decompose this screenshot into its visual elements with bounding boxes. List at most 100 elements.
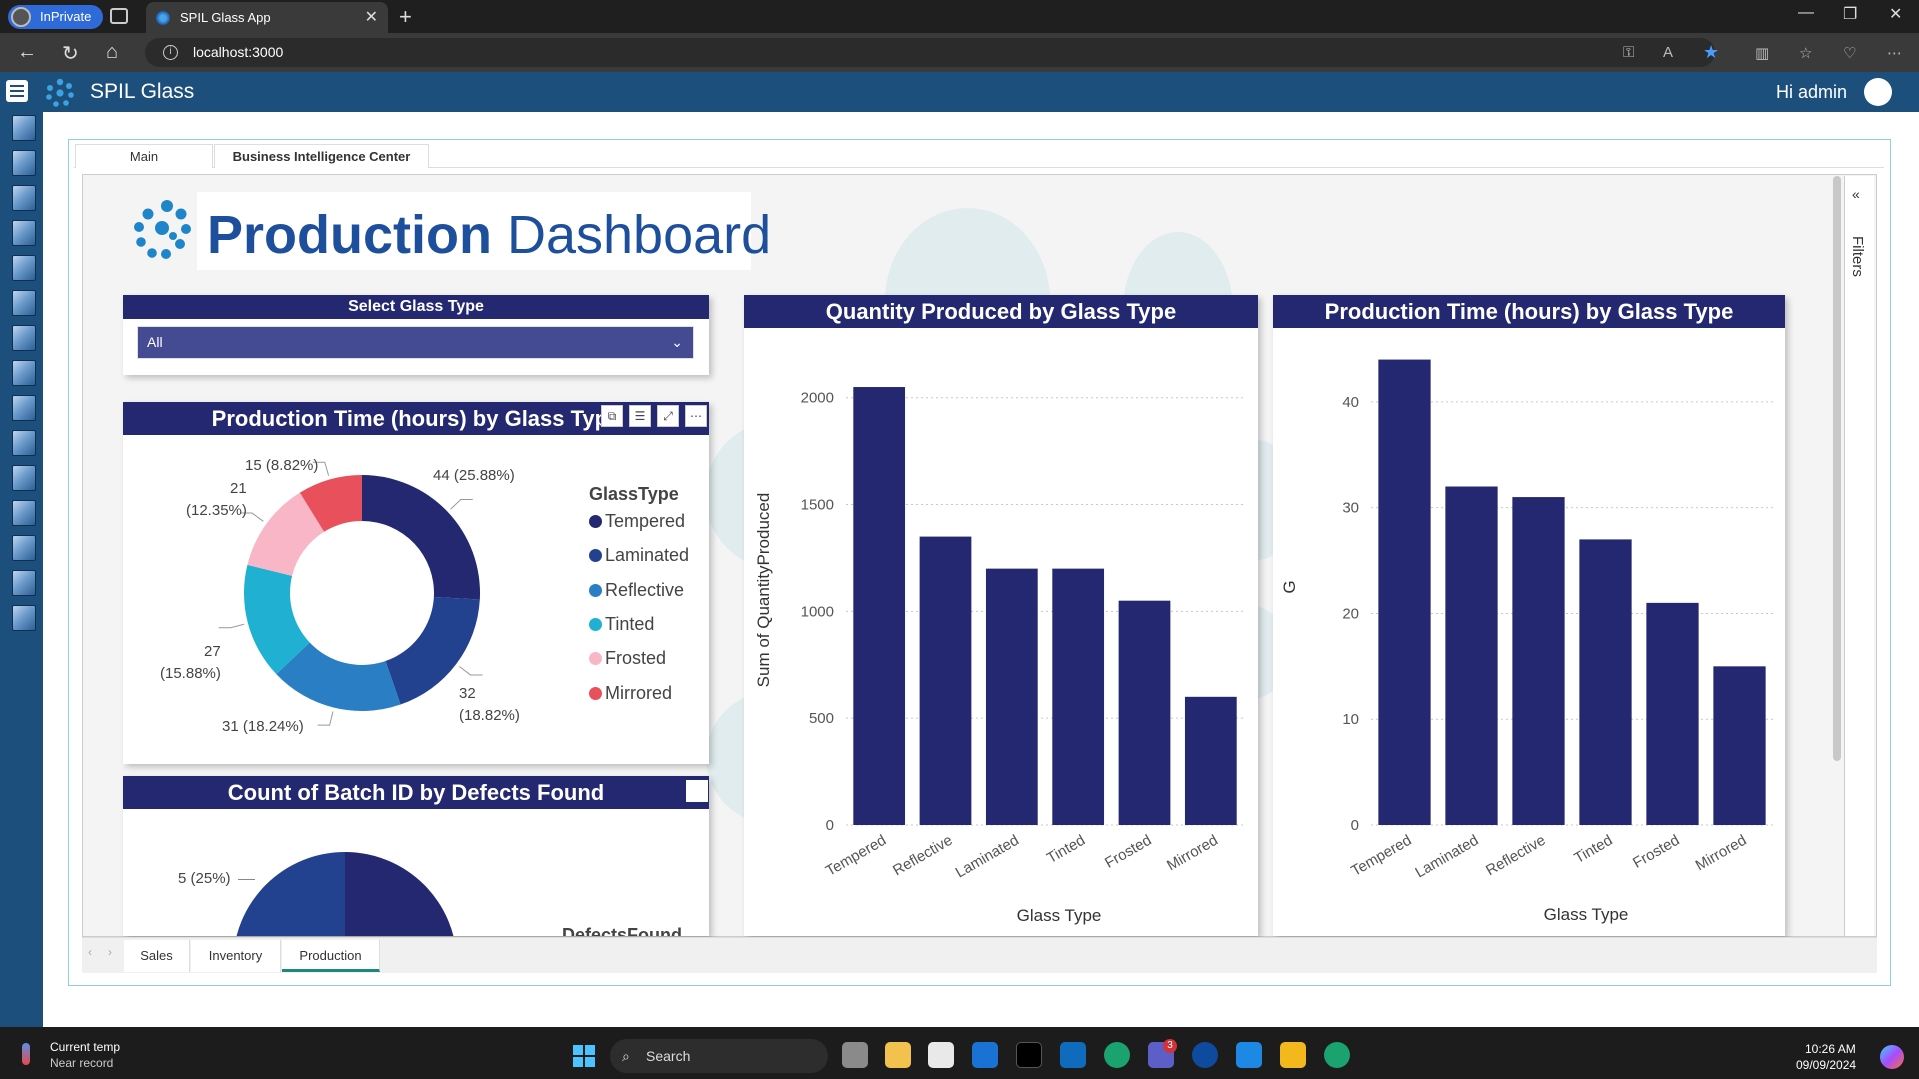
split-screen-icon[interactable]: ▥ xyxy=(1755,45,1770,62)
legend-item-laminated[interactable]: Laminated xyxy=(589,545,689,566)
nav-icon-9[interactable] xyxy=(12,395,36,421)
page-tab-sales[interactable]: Sales xyxy=(124,940,190,972)
nav-icon-1[interactable] xyxy=(12,115,36,141)
favorites-icon[interactable]: ☆ xyxy=(1799,45,1813,62)
site-info-icon[interactable]: i xyxy=(163,45,178,60)
task-view-icon[interactable] xyxy=(842,1042,868,1068)
password-icon[interactable]: ⚿ xyxy=(1623,44,1635,61)
vscode-icon[interactable] xyxy=(1236,1042,1262,1068)
taskbar-date[interactable]: 09/09/2024 xyxy=(1796,1058,1857,1072)
dashboard-title-bold: Production xyxy=(207,205,492,265)
weather-subtitle[interactable]: Near record xyxy=(50,1056,114,1070)
y-tick-label: 10 xyxy=(1342,711,1359,728)
nav-icon-5[interactable] xyxy=(12,255,36,281)
tab-main[interactable]: Main xyxy=(75,144,213,168)
outlook-icon[interactable] xyxy=(972,1042,998,1068)
close-tab-icon[interactable]: ✕ xyxy=(364,9,378,26)
teamviewer-icon[interactable] xyxy=(1192,1042,1218,1068)
report-scrollbar[interactable] xyxy=(1833,176,1841,761)
close-window-icon[interactable]: ✕ xyxy=(1889,6,1903,23)
address-input[interactable]: i localhost:3000 xyxy=(145,38,1715,67)
collapse-filters-icon[interactable]: « xyxy=(1852,186,1860,202)
focus-mode-icon[interactable]: ⤢ xyxy=(657,405,679,427)
taskbar-time[interactable]: 10:26 AM xyxy=(1805,1042,1856,1056)
page-tab-inventory[interactable]: Inventory xyxy=(191,940,281,972)
browser-tab[interactable]: SPIL Glass App ✕ xyxy=(146,2,388,33)
spil-favicon-icon xyxy=(156,11,170,25)
defects-pie-shape xyxy=(236,852,454,936)
home-icon[interactable]: ⌂ xyxy=(106,41,119,63)
page-tab-production[interactable]: Production xyxy=(282,940,380,972)
defects-visual-icon[interactable] xyxy=(686,780,708,802)
bar-frosted xyxy=(1118,600,1171,825)
user-avatar[interactable] xyxy=(1864,78,1892,106)
file-explorer-icon[interactable] xyxy=(885,1042,911,1068)
prev-page-icon[interactable]: ‹ xyxy=(88,945,92,959)
legend-item-tempered[interactable]: Tempered xyxy=(589,511,685,532)
next-page-icon[interactable]: › xyxy=(108,945,112,959)
refresh-icon[interactable]: ↻ xyxy=(62,43,79,65)
app-title: SPIL Glass xyxy=(90,80,195,103)
nav-icon-2[interactable] xyxy=(12,150,36,176)
nav-icon-15[interactable] xyxy=(12,605,36,631)
legend-label: Tinted xyxy=(605,613,655,634)
new-tab-icon[interactable]: + xyxy=(399,4,412,29)
uber-eats-icon[interactable] xyxy=(1016,1042,1042,1068)
read-aloud-icon[interactable]: A xyxy=(1663,44,1674,61)
glass-type-dropdown-value: All xyxy=(147,334,163,350)
edge-icon[interactable] xyxy=(1104,1042,1130,1068)
copilot-icon[interactable] xyxy=(1880,1045,1904,1069)
nav-icon-7[interactable] xyxy=(12,325,36,351)
nav-icon-13[interactable] xyxy=(12,535,36,561)
tab-business-intelligence-center[interactable]: Business Intelligence Center xyxy=(214,144,429,168)
nav-icon-14[interactable] xyxy=(12,570,36,596)
bar-laminated xyxy=(1445,486,1498,825)
donut-legend-title: GlassType xyxy=(589,484,679,504)
restore-icon[interactable]: ❐ xyxy=(1843,6,1858,23)
filters-label[interactable]: Filters xyxy=(1849,236,1866,277)
app-header xyxy=(0,72,1919,112)
app-tab-strip xyxy=(74,144,1884,168)
power-bi-icon[interactable] xyxy=(1280,1042,1306,1068)
x-tick-label-frosted: Frosted xyxy=(1630,832,1683,872)
start-windows-icon[interactable] xyxy=(573,1045,595,1067)
favorite-star-icon[interactable]: ★ xyxy=(1703,42,1720,62)
x-tick-label-tinted: Tinted xyxy=(1571,832,1615,867)
edge-profile-icon[interactable] xyxy=(1324,1042,1350,1068)
settings-more-icon[interactable]: ⋯ xyxy=(1887,45,1902,62)
minimize-icon[interactable]: — xyxy=(1798,4,1814,21)
filters-pane[interactable] xyxy=(1844,176,1874,936)
dashboard-logo-icon xyxy=(134,200,191,259)
legend-item-frosted[interactable]: Frosted xyxy=(589,648,666,669)
nav-icon-11[interactable] xyxy=(12,465,36,491)
more-options-icon[interactable]: ⋯ xyxy=(685,405,707,427)
glass-type-dropdown[interactable]: All ⌄ xyxy=(137,326,694,359)
donut-label-frosted-value: 21 xyxy=(230,480,247,497)
outlook-new-icon[interactable] xyxy=(1060,1042,1086,1068)
inprivate-badge[interactable]: InPrivate xyxy=(8,5,103,29)
copy-visual-icon[interactable]: ⧉ xyxy=(601,405,623,427)
browser-essentials-icon[interactable]: ♡ xyxy=(1843,45,1857,62)
x-tick-label-mirrored: Mirrored xyxy=(1693,832,1750,875)
filter-visual-icon[interactable]: ☰ xyxy=(629,405,651,427)
x-tick-label-tempered: Tempered xyxy=(823,832,889,880)
weather-title[interactable]: Current temp xyxy=(50,1040,121,1054)
hamburger-menu-icon[interactable] xyxy=(6,80,28,102)
nav-icon-6[interactable] xyxy=(12,290,36,316)
inprivate-label: InPrivate xyxy=(40,9,92,24)
legend-item-reflective[interactable]: Reflective xyxy=(589,580,684,601)
nav-icon-4[interactable] xyxy=(12,220,36,246)
legend-dot xyxy=(589,652,602,666)
legend-item-mirrored[interactable]: Mirrored xyxy=(589,683,672,704)
back-icon[interactable]: ← xyxy=(17,41,37,63)
x-tick-label-reflective: Reflective xyxy=(1483,832,1549,880)
tab-actions-icon[interactable] xyxy=(110,8,128,24)
nav-icon-8[interactable] xyxy=(12,360,36,386)
store-icon[interactable] xyxy=(928,1042,954,1068)
legend-item-tinted[interactable]: Tinted xyxy=(589,614,654,635)
x-tick-label-laminated: Laminated xyxy=(1412,832,1481,882)
nav-icon-12[interactable] xyxy=(12,500,36,526)
nav-icon-10[interactable] xyxy=(12,430,36,456)
taskbar-search[interactable]: ⌕ Search xyxy=(610,1039,828,1073)
nav-icon-3[interactable] xyxy=(12,185,36,211)
